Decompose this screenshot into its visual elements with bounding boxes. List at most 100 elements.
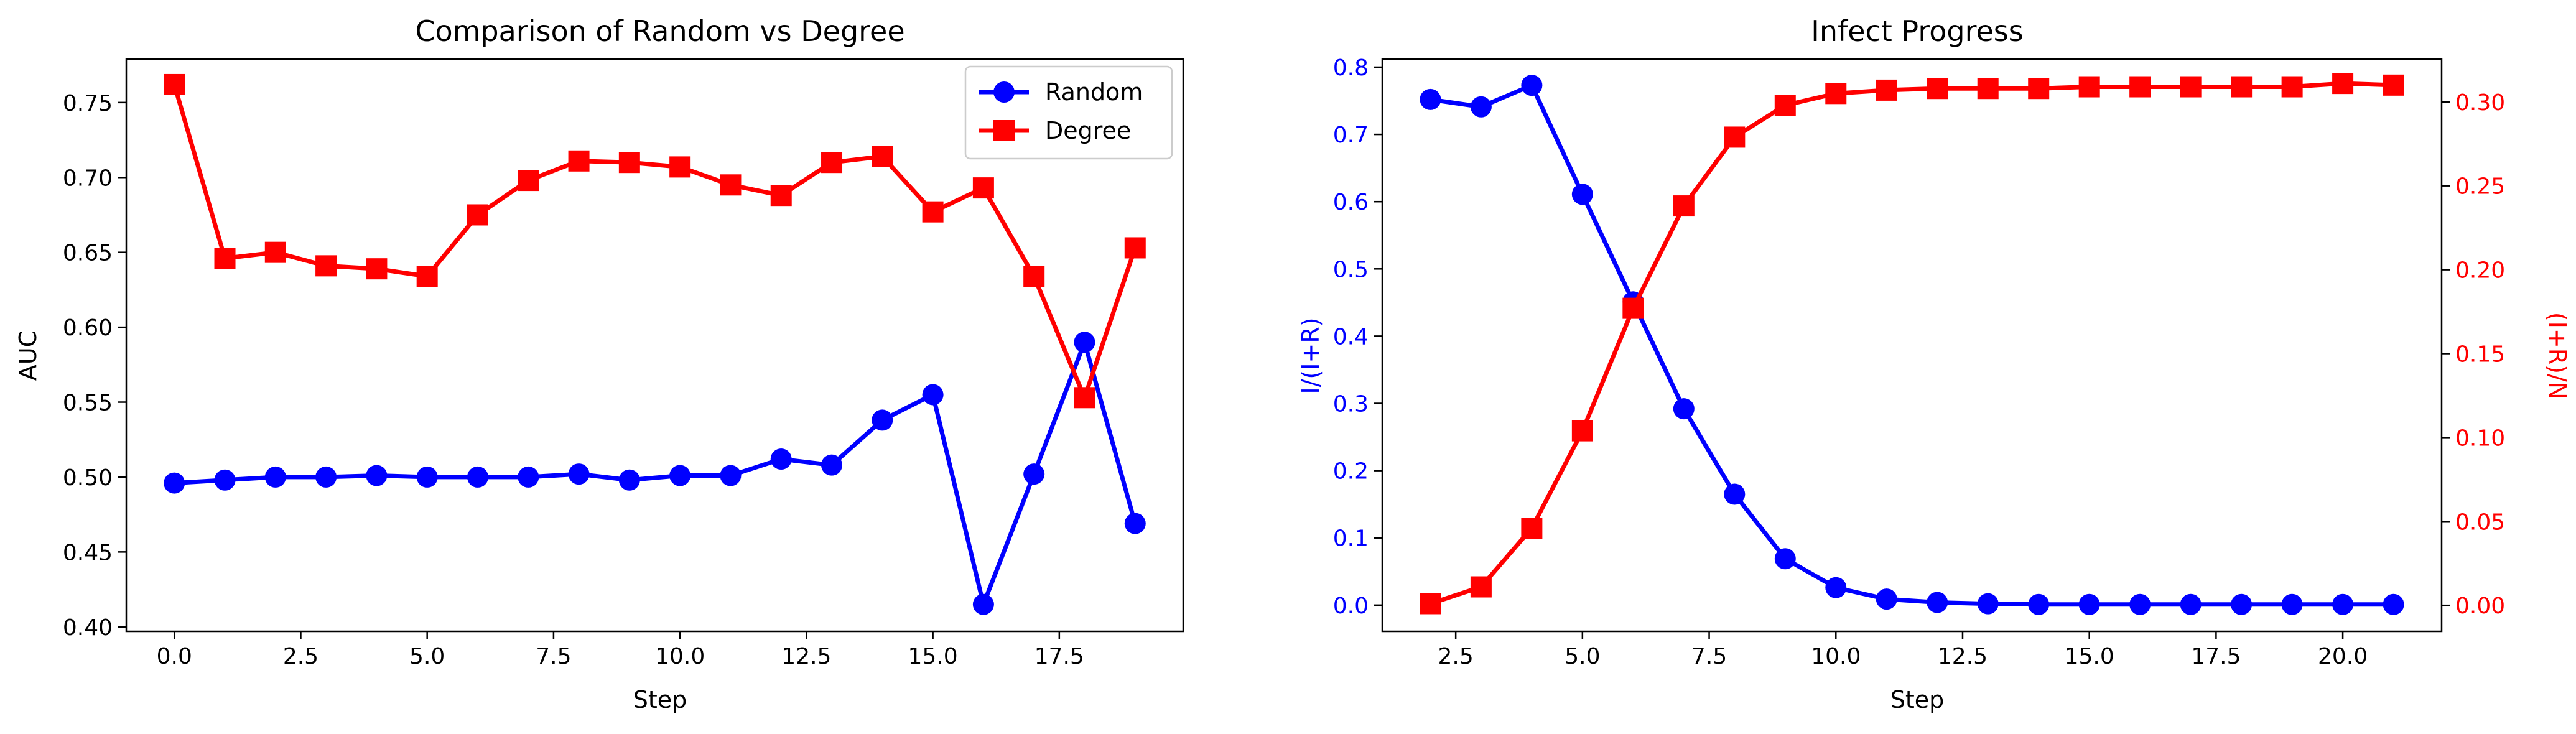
- left-point-random: [669, 465, 691, 486]
- right-point-left: [1774, 548, 1796, 570]
- left-point-degree: [1074, 387, 1095, 409]
- left-y-tick-label: 0.65: [63, 241, 113, 266]
- right-point-left: [1470, 96, 1492, 118]
- right-plot-frame: [1381, 58, 2443, 633]
- left-point-random: [770, 448, 792, 470]
- right-point-left: [1876, 588, 1897, 610]
- left-point-degree: [164, 73, 185, 95]
- right-left-y-tick-label: 0.6: [1333, 190, 1369, 215]
- right-x-tick-label: 12.5: [1938, 644, 1988, 669]
- right-point-left: [2383, 593, 2404, 615]
- left-point-random: [315, 466, 337, 488]
- right-right-y-tick-label: 0.10: [2455, 425, 2505, 451]
- left-point-random: [972, 593, 994, 615]
- right-point-left: [2180, 593, 2202, 615]
- right-right-y-tick-label: 0.25: [2455, 174, 2505, 200]
- right-x-tick-label: 15.0: [2065, 644, 2114, 669]
- left-plot-frame: [125, 58, 1184, 633]
- right-point-right: [2180, 76, 2202, 98]
- right-x-tick-label: 5.0: [1565, 644, 1600, 669]
- left-y-tick-label: 0.50: [63, 465, 113, 491]
- left-point-random: [922, 384, 944, 406]
- right-point-right: [2129, 76, 2151, 98]
- right-left-y-tick-label: 0.7: [1333, 123, 1369, 148]
- right-point-right: [1521, 518, 1543, 539]
- right-point-right: [1420, 593, 1441, 615]
- right-x-tick-label: 20.0: [2318, 644, 2368, 669]
- left-plot-area: 0.0 2.5 5.0 7.5 10.0 12.5 15.0 17.5 0.40 0.45 0.50…: [63, 58, 1184, 669]
- left-point-random: [416, 466, 438, 488]
- left-point-random: [1023, 463, 1045, 485]
- left-y-tick-label: 0.70: [63, 165, 113, 191]
- right-point-left: [1420, 88, 1441, 110]
- right-plot-area: 2.5 5.0 7.5 10.0 12.5 15.0 17.5 20.0 0.0 0.1 0.2 0.…: [1333, 55, 2505, 669]
- left-x-tick-label: 10.0: [655, 644, 705, 669]
- right-point-right: [1927, 78, 1948, 100]
- left-point-degree: [770, 185, 792, 207]
- right-point-right: [2078, 76, 2100, 98]
- right-point-right: [1673, 195, 1695, 217]
- left-legend-marker-random: [993, 81, 1015, 103]
- left-point-degree: [366, 258, 388, 280]
- right-x-tick-label: 7.5: [1691, 644, 1727, 669]
- left-legend: Random Degree: [964, 65, 1173, 160]
- left-point-random: [264, 466, 286, 488]
- left-title: Comparison of Random vs Degree: [415, 14, 904, 48]
- right-point-left: [1724, 483, 1746, 505]
- left-x-tick-label: 15.0: [908, 644, 958, 669]
- left-point-degree: [467, 204, 488, 226]
- left-point-degree: [821, 152, 843, 174]
- right-right-y-tick-label: 0.15: [2455, 341, 2505, 367]
- right-right-y-tick-label: 0.20: [2455, 258, 2505, 284]
- right-title: Infect Progress: [1811, 14, 2023, 48]
- right-right-y-tick-label: 0.30: [2455, 90, 2505, 116]
- left-point-degree: [972, 177, 994, 199]
- right-point-right: [1622, 297, 1644, 319]
- right-point-right: [1470, 576, 1492, 598]
- left-x-tick-label: 7.5: [536, 644, 571, 669]
- right-point-left: [2129, 593, 2151, 615]
- right-point-left: [2281, 593, 2303, 615]
- right-x-tick-label: 2.5: [1438, 644, 1474, 669]
- left-ylabel: AUC: [14, 331, 42, 381]
- right-point-right: [1825, 83, 1847, 105]
- right-left-y-tick-label: 0.0: [1333, 593, 1369, 619]
- left-legend-marker-degree: [993, 120, 1015, 141]
- right-point-right: [1977, 78, 1999, 100]
- right-point-right: [1774, 95, 1796, 116]
- left-point-degree: [1023, 266, 1045, 287]
- right-point-left: [1673, 398, 1695, 420]
- left-point-random: [568, 463, 590, 485]
- left-point-random: [214, 469, 236, 491]
- right-point-left: [1825, 577, 1847, 598]
- right-point-left: [1927, 592, 1948, 613]
- right-point-left: [2332, 593, 2354, 615]
- right-right-y-tick-label: 0.05: [2455, 509, 2505, 535]
- left-y-tick-label: 0.55: [63, 391, 113, 416]
- left-point-degree: [872, 146, 893, 167]
- right-left-y-tick-label: 0.2: [1333, 459, 1369, 485]
- right-point-right: [2231, 76, 2253, 98]
- right-x-tick-label: 17.5: [2191, 644, 2241, 669]
- chart-left: Comparison of Random vs Degree Step AUC …: [14, 14, 1184, 713]
- right-left-y-tick-label: 0.5: [1333, 257, 1369, 282]
- right-point-left: [1571, 184, 1593, 205]
- right-left-y-tick-label: 0.1: [1333, 526, 1369, 552]
- right-point-right: [2383, 74, 2404, 96]
- left-legend-label-random: Random: [1045, 78, 1143, 106]
- left-point-random: [467, 466, 488, 488]
- right-x-tick-label: 10.0: [1811, 644, 1861, 669]
- left-legend-label-degree: Degree: [1045, 117, 1131, 144]
- left-point-degree: [618, 152, 640, 174]
- left-point-random: [366, 465, 388, 486]
- left-x-tick-label: 5.0: [409, 644, 445, 669]
- left-point-random: [872, 409, 893, 431]
- right-left-y-tick-label: 0.4: [1333, 324, 1369, 350]
- right-point-right: [1724, 126, 1746, 148]
- left-point-degree: [720, 174, 742, 196]
- left-point-random: [1124, 513, 1146, 534]
- left-point-degree: [518, 170, 539, 192]
- left-x-tick-label: 17.5: [1035, 644, 1084, 669]
- left-point-random: [518, 466, 539, 488]
